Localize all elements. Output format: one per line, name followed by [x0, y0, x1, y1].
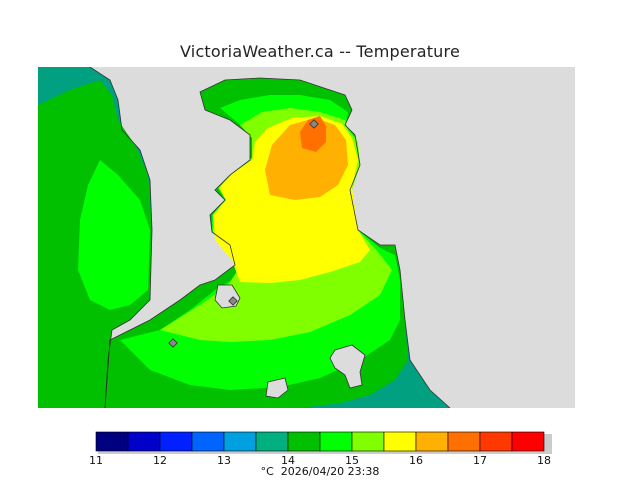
- legend-swatch: [447, 431, 481, 452]
- legend-swatch: [191, 431, 225, 452]
- legend-swatch: [351, 431, 385, 452]
- legend-tick-label: 16: [409, 454, 423, 467]
- legend-swatch: [511, 431, 545, 452]
- coastline-main: [104, 77, 451, 408]
- legend-tick-label: 12: [153, 454, 167, 467]
- legend-swatch: [383, 431, 417, 452]
- legend-swatch: [479, 431, 513, 452]
- land-island-small-1: [329, 344, 366, 389]
- legend-unit: °C: [260, 465, 274, 478]
- map-title: VictoriaWeather.ca -- Temperature: [180, 42, 460, 61]
- station-marker-3[interactable]: [168, 338, 178, 348]
- legend-tick-label: 17: [473, 454, 487, 467]
- legend-swatch: [255, 431, 289, 452]
- legend-swatch: [287, 431, 321, 452]
- legend-tick-label: 11: [89, 454, 103, 467]
- legend-swatch: [319, 431, 353, 452]
- legend-footer: °C 2026/04/20 23:38: [0, 465, 640, 478]
- legend-swatch: [415, 431, 449, 452]
- contour-15-west: [78, 160, 150, 310]
- land-island-small-2: [265, 377, 289, 399]
- legend-color-bar: [95, 431, 545, 452]
- legend-swatch: [223, 431, 257, 452]
- legend-spacer: [274, 465, 281, 478]
- legend-swatch: [95, 431, 129, 452]
- legend-tick-label: 13: [217, 454, 231, 467]
- map-plot-area: [38, 67, 575, 408]
- station-marker-1[interactable]: [309, 119, 319, 129]
- legend-swatch: [159, 431, 193, 452]
- legend-tick-label: 14: [281, 454, 295, 467]
- coastline-west: [89, 67, 153, 408]
- legend-tick-label: 15: [345, 454, 359, 467]
- legend-timestamp: 2026/04/20 23:38: [280, 465, 380, 478]
- legend-swatch: [127, 431, 161, 452]
- legend-tick-label: 18: [537, 454, 551, 467]
- contour-16-5-main: [265, 118, 348, 200]
- contour-17-main: [300, 116, 326, 152]
- station-marker-2[interactable]: [228, 296, 238, 306]
